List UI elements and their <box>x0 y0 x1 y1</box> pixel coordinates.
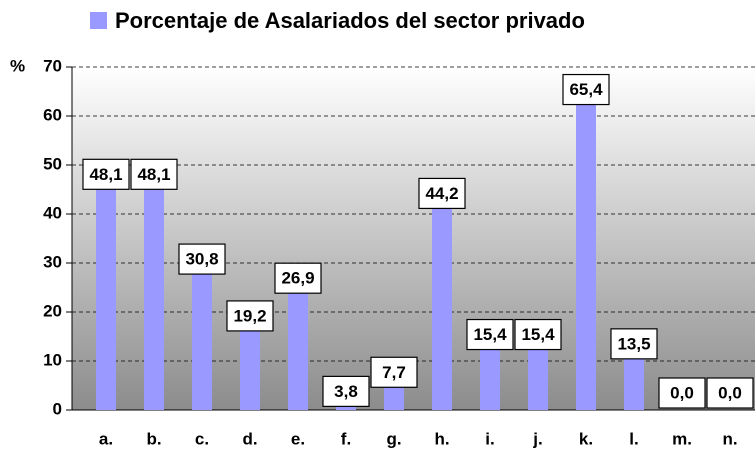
bar <box>624 343 644 410</box>
bar <box>288 278 308 410</box>
y-tick-label: 30 <box>43 252 62 271</box>
y-tick-label: 40 <box>43 203 62 222</box>
x-tick-label: i. <box>485 429 494 448</box>
y-tick-label: 50 <box>43 154 62 173</box>
bar <box>240 315 260 410</box>
value-label-box <box>562 73 610 106</box>
value-label-box <box>706 377 754 409</box>
y-axis-label: % <box>10 56 25 75</box>
value-label-box <box>658 377 706 409</box>
x-tick-label: h. <box>434 429 449 448</box>
y-tick-label: 60 <box>43 105 62 124</box>
x-tick-label: c. <box>195 429 209 448</box>
value-label: 0,0 <box>718 383 742 402</box>
value-label-box <box>466 318 514 351</box>
x-tick-label: e. <box>291 429 305 448</box>
value-label: 48,1 <box>137 165 170 184</box>
x-tick-label: a. <box>99 429 113 448</box>
x-tick-label: b. <box>146 429 161 448</box>
value-label: 26,9 <box>281 269 314 288</box>
bar <box>432 193 452 410</box>
bar <box>96 174 116 410</box>
value-label-box <box>178 243 226 275</box>
value-label-box <box>130 158 178 190</box>
value-label-box <box>418 177 466 210</box>
legend-swatch <box>90 12 107 29</box>
value-label: 15,4 <box>473 325 507 344</box>
y-tick-label: 10 <box>43 350 62 369</box>
x-tick-label: g. <box>386 429 401 448</box>
value-label: 19,2 <box>233 306 266 325</box>
value-label-box <box>82 158 130 190</box>
legend-label: Porcentaje de Asalariados del sector pri… <box>115 8 585 33</box>
value-label: 13,5 <box>617 334 650 353</box>
value-label-box <box>610 328 658 360</box>
value-label: 3,8 <box>334 382 358 401</box>
bar <box>192 259 212 410</box>
value-label: 7,7 <box>382 363 406 382</box>
x-tick-label: m. <box>672 429 692 448</box>
value-label: 65,4 <box>569 80 603 99</box>
bar <box>144 174 164 410</box>
x-tick-label: d. <box>242 429 257 448</box>
x-tick-label: j. <box>532 429 542 448</box>
x-tick-label: l. <box>629 429 638 448</box>
y-tick-label: 0 <box>53 399 62 418</box>
x-tick-label: f. <box>341 429 351 448</box>
x-tick-label: k. <box>579 429 593 448</box>
value-label: 0,0 <box>670 383 694 402</box>
value-label-box <box>370 356 418 388</box>
value-label-box <box>226 300 274 332</box>
y-tick-label: 20 <box>43 301 62 320</box>
value-label-box <box>322 375 370 407</box>
value-label: 48,1 <box>89 165 122 184</box>
value-label: 15,4 <box>521 325 555 344</box>
value-label: 30,8 <box>185 250 218 269</box>
y-tick-label: 70 <box>43 56 62 75</box>
value-label-box <box>514 318 562 351</box>
x-tick-label: n. <box>722 429 737 448</box>
bar <box>576 89 596 410</box>
value-label: 44,2 <box>425 184 458 203</box>
bar <box>480 334 500 410</box>
value-label-box <box>274 262 322 294</box>
bar <box>528 334 548 410</box>
